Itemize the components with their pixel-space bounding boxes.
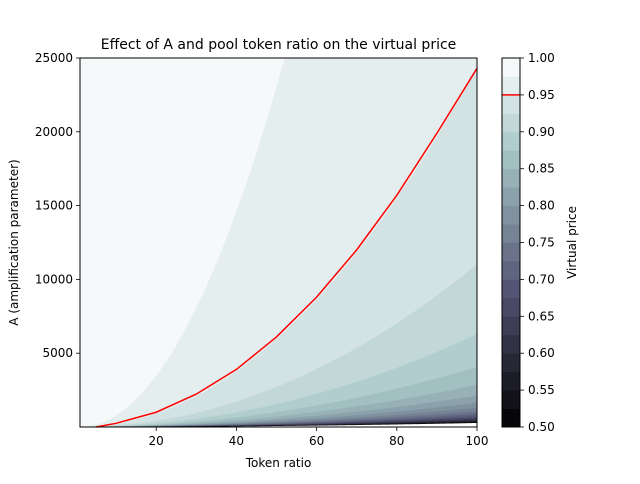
y-axis: 5000 10000 15000 20000 25000 [35, 51, 80, 360]
colorbar-tick-label: 0.80 [528, 199, 555, 213]
contour-line-layer [95, 67, 478, 428]
x-tick-label: 60 [309, 434, 324, 448]
y-axis-label: A (amplification parameter) [7, 159, 21, 325]
colorbar-band [502, 260, 520, 280]
contour-blank-region [80, 422, 477, 427]
contour-fill-group [80, 58, 477, 427]
colorbar-band [502, 390, 520, 409]
colorbar-tick-label: 0.50 [528, 420, 555, 434]
colorbar-band [502, 168, 520, 188]
colorbar-band [502, 224, 520, 243]
colorbar-tick-label: 0.65 [528, 309, 555, 323]
colorbar-band [502, 94, 520, 114]
colorbar-tick-label: 0.70 [528, 272, 555, 286]
colorbar-band [502, 334, 520, 354]
colorbar-tick-label: 1.00 [528, 51, 555, 65]
colorbar-tick-label: 0.95 [528, 88, 555, 102]
colorbar-tick-label: 0.90 [528, 125, 555, 139]
colorbar-band [502, 205, 520, 225]
colorbar-band [502, 131, 520, 151]
colorbar-label: Virtual price [565, 206, 579, 279]
colorbar-band [502, 371, 520, 391]
contour-line-095 [95, 67, 478, 428]
colorbar-band [502, 408, 520, 428]
plot-frame [79, 57, 478, 428]
colorbar-tick-label: 0.60 [528, 346, 555, 360]
colorbar-band [502, 316, 520, 336]
colorbar-tick-label: 0.55 [528, 383, 555, 397]
colorbar-band [502, 150, 520, 170]
x-axis: 20 40 60 80 100 [149, 427, 489, 448]
colorbar-band [502, 113, 520, 133]
x-axis-label: Token ratio [245, 456, 312, 470]
colorbar-band [502, 187, 520, 206]
plot-area [80, 58, 477, 427]
colorbar-band [502, 58, 520, 77]
x-tick-label: 80 [389, 434, 404, 448]
colorbar-tick-label: 0.85 [528, 162, 555, 176]
x-tick-label: 100 [466, 434, 489, 448]
colorbar-band [502, 76, 520, 96]
colorbar-band [502, 279, 520, 299]
colorbar-band [502, 242, 520, 262]
y-tick-label: 20000 [35, 125, 73, 139]
y-tick-label: 5000 [42, 346, 73, 360]
x-tick-label: 20 [149, 434, 164, 448]
colorbar-band [502, 353, 520, 373]
colorbar: 0.50 0.55 0.60 0.65 0.70 0.75 0.80 0.85 0.90 0.95… [501, 51, 555, 434]
colorbar-tick-label: 0.75 [528, 236, 555, 250]
colorbar-band [502, 297, 520, 317]
chart-title: Effect of A and pool token ratio on the … [101, 37, 457, 53]
y-tick-label: 25000 [35, 51, 73, 65]
y-tick-label: 15000 [35, 199, 73, 213]
y-tick-label: 10000 [35, 272, 73, 286]
x-tick-label: 40 [229, 434, 244, 448]
